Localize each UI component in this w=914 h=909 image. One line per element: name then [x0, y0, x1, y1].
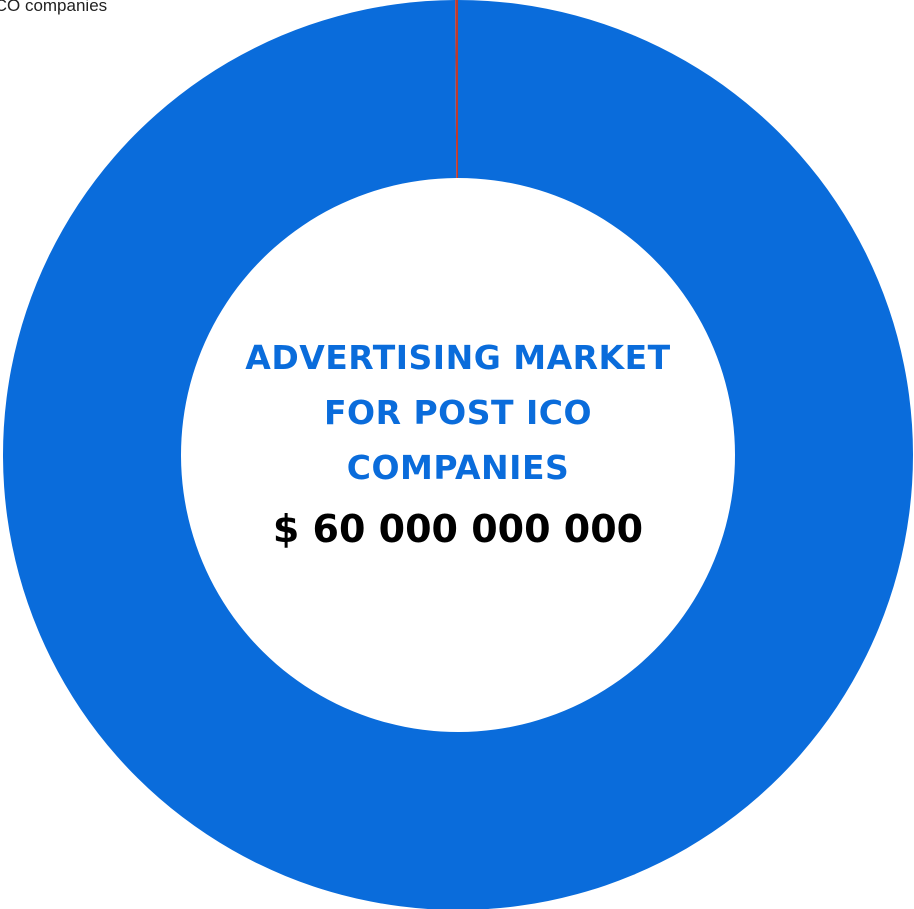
donut-slice-0 — [3, 0, 913, 909]
center-amount: $ 60 000 000 000 — [272, 507, 644, 551]
donut-slice-1 — [455, 0, 458, 179]
corner-label: ICO companies — [0, 0, 108, 15]
donut-slices — [3, 0, 913, 909]
donut-center: ADVERTISING MARKET FOR POST ICO COMPANIE… — [208, 330, 708, 555]
center-title: ADVERTISING MARKET FOR POST ICO COMPANIE… — [245, 338, 671, 487]
